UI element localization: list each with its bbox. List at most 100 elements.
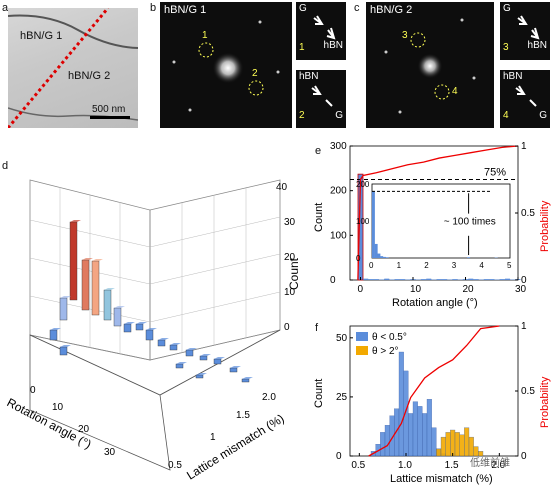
histogram-bar-3d-top — [136, 322, 147, 324]
z-tick-10: 10 — [284, 287, 296, 298]
legend-swatch — [356, 346, 368, 355]
histogram-bar-3d-top — [158, 338, 169, 340]
inset-bar — [377, 253, 381, 258]
histogram-bar — [505, 278, 510, 280]
y-axis-label: Count — [313, 203, 325, 232]
histogram-bar — [442, 279, 447, 280]
x-tick-label: 1.0 — [398, 460, 412, 471]
panel-c-label: c — [354, 2, 360, 14]
panel-d-3d-histogram: 0 10 20 30 40 0 10 20 30 0.5 1 1.5 2.0 C… — [5, 179, 300, 483]
histogram-bar-3d-top — [170, 343, 181, 345]
histogram-bar-3d-top — [50, 328, 61, 330]
y-tick-label: 300 — [330, 141, 347, 152]
histogram-bar-3d-top — [104, 288, 115, 290]
histogram-bar — [431, 427, 437, 457]
inset-x-tick: 1 — [397, 261, 402, 270]
inset-y-tick: 0 — [356, 254, 361, 263]
histogram-bar — [373, 279, 379, 280]
y-right-tick-label: 1 — [521, 141, 527, 152]
y-tick-label: 25 — [336, 392, 348, 403]
z-tick-20: 20 — [284, 252, 296, 263]
histogram-bar — [421, 279, 426, 280]
cdf-curve — [368, 325, 500, 457]
panel-b-diffraction: hBN/G 1 1 2 — [160, 2, 292, 128]
panel-f-chart: 0.5 1.0 1.5 2.0 0 25 50 0 0.5 1 Lattice mismatch (… — [313, 321, 551, 485]
y-tick-label: 200 — [330, 186, 347, 197]
histogram-bar — [468, 278, 474, 280]
histogram-bar — [380, 432, 386, 457]
z-axis-label: Count — [287, 257, 300, 290]
inset-y-tick: 100 — [356, 217, 370, 226]
inset-bar — [374, 243, 378, 258]
y-tick-label: 100 — [330, 230, 347, 241]
histogram-bar-3d-top — [186, 348, 197, 350]
y-right-tick-label: 1 — [521, 321, 527, 332]
inset-y-tick: 200 — [356, 180, 370, 189]
inset-x-tick: 5 — [507, 261, 512, 270]
x-tick-label: 2.0 — [491, 460, 505, 471]
histogram-bar-3d — [185, 349, 194, 357]
histogram-bar — [426, 399, 432, 457]
y-tick-0.5: 0.5 — [168, 460, 182, 471]
histogram-bar — [412, 401, 418, 457]
panel-e-label: e — [315, 145, 322, 157]
histogram-bar — [384, 425, 390, 457]
x-tick-label: 1.5 — [445, 460, 459, 471]
x-tick-20: 20 — [78, 424, 90, 435]
y-axis-label: Lattice mismatch (%) — [184, 411, 286, 482]
histogram-bar — [400, 279, 405, 280]
histogram-bar-3d-top — [242, 377, 253, 379]
region-label-2: hBN/G 2 — [68, 70, 111, 82]
x-tick-label: 10 — [410, 284, 422, 295]
histogram-bar-3d — [135, 323, 144, 331]
histogram-bar — [450, 429, 456, 457]
panel-a-image: hBN/G 1 hBN/G 2 500 nm — [8, 8, 138, 128]
histogram-bar — [473, 279, 479, 280]
histogram-bar — [426, 278, 432, 280]
histogram-bar — [489, 279, 495, 280]
histogram-bar-3d — [113, 307, 122, 327]
histogram-bar-3d-top — [196, 373, 207, 375]
histogram-bar-3d — [59, 346, 68, 356]
histogram-bar-3d — [123, 323, 132, 333]
inset-bar — [380, 256, 384, 258]
histogram-bar-3d-top — [176, 362, 187, 364]
boundary-line — [8, 8, 110, 128]
annotation-75pct: 75% — [484, 167, 506, 179]
x-tick-label: 0 — [358, 284, 364, 295]
panel-b-label: b — [150, 2, 157, 14]
histogram-bar — [408, 413, 414, 457]
inset-x-tick: 0 — [369, 261, 374, 270]
x-tick-10: 10 — [52, 402, 64, 413]
histogram-bar-3d-top — [114, 306, 125, 308]
panel-d-label: d — [2, 160, 9, 172]
histogram-bar — [484, 279, 489, 280]
watermark: 低维前雏 — [470, 458, 510, 469]
inset-bar — [385, 257, 389, 258]
histogram-bar — [384, 278, 390, 280]
histogram-bar-3d — [91, 260, 100, 316]
histogram-bar — [398, 351, 404, 457]
scalebar — [90, 116, 130, 119]
histogram-bar — [436, 279, 442, 280]
histogram-bar — [445, 432, 451, 457]
y-tick-1: 1 — [210, 432, 216, 443]
x-tick-label: 30 — [515, 284, 527, 295]
histogram-bar-3d-top — [70, 220, 81, 222]
histogram-bar — [417, 406, 423, 457]
spot-label-3: 3 — [402, 30, 408, 41]
y-right-axis-label: Probability — [539, 376, 551, 428]
histogram-bar-3d-top — [60, 296, 71, 298]
histogram-bar-3d — [169, 344, 178, 351]
inset-x-tick: 2 — [424, 261, 429, 270]
inset-bar — [467, 257, 471, 258]
histogram-bar — [499, 279, 505, 280]
x-axis-label: Rotation angle (°) — [392, 297, 478, 309]
inset-note: ~ 100 times — [444, 217, 496, 228]
histogram-bar-3d — [241, 378, 250, 383]
x-axis-label: Lattice mismatch (%) — [390, 473, 493, 485]
histogram-bar — [394, 279, 400, 280]
inset-x-tick: 4 — [479, 261, 484, 270]
inset-x-tick: 3 — [452, 261, 457, 270]
